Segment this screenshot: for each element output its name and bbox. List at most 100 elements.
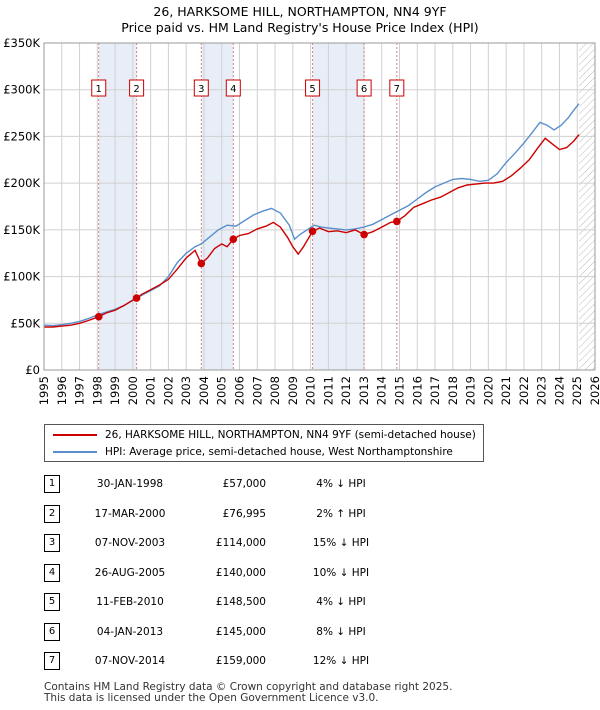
shaded-range-1 <box>98 43 137 370</box>
y-tick-label: £0 <box>25 363 40 377</box>
sale-number-label: 5 <box>309 84 315 95</box>
transaction-row: 1 30-JAN-1998 £57,000 4% ↓ HPI <box>0 473 600 497</box>
legend-label-property: 26, HARKSOME HILL, NORTHAMPTON, NN4 9YF … <box>105 429 476 441</box>
plot-frame <box>43 42 596 371</box>
transaction-date: 17-MAR-2000 <box>94 507 166 520</box>
x-tick-label: 2008 <box>268 376 282 405</box>
transaction-number: 4 <box>44 563 60 582</box>
x-tick-label: 2007 <box>250 376 264 405</box>
legend-label-hpi: HPI: Average price, semi-detached house,… <box>105 446 453 458</box>
forecast-hatch <box>579 43 595 370</box>
sale-number-label: 3 <box>198 84 204 95</box>
transaction-number: 5 <box>44 593 60 611</box>
transaction-date: 04-JAN-2013 <box>96 625 164 638</box>
x-tick-label: 1997 <box>73 376 87 405</box>
x-tick-label: 2011 <box>321 376 335 405</box>
transaction-date: 26-AUG-2005 <box>94 566 166 579</box>
x-tick-label: 1995 <box>37 376 51 405</box>
transaction-price: £159,000 <box>215 655 266 667</box>
sale-point-5 <box>308 227 317 236</box>
x-tick-label: 2010 <box>304 376 318 405</box>
transaction-hpi-diff: 8% ↓ HPI <box>316 625 366 638</box>
x-tick-label: 1999 <box>108 376 122 405</box>
y-tick-label: £150K <box>3 223 40 237</box>
sale-number-box-6 <box>356 79 372 97</box>
x-tick-label: 1998 <box>90 376 104 405</box>
legend-item-property: 26, HARKSOME HILL, NORTHAMPTON, NN4 9YF … <box>53 427 476 443</box>
x-tick-label: 2013 <box>357 376 371 405</box>
footer: Contains HM Land Registry data © Crown c… <box>44 682 452 704</box>
x-tick-label: 2001 <box>144 376 158 405</box>
x-tick-label: 2025 <box>570 376 584 405</box>
x-tick-label: 2012 <box>339 376 353 405</box>
transaction-hpi-diff: 4% ↓ HPI <box>316 478 366 490</box>
transaction-price: £148,500 <box>215 596 266 608</box>
sale-point-6 <box>360 230 368 239</box>
x-tick-label: 2000 <box>126 376 140 405</box>
x-tick-label: 2019 <box>464 376 478 405</box>
x-tick-label: 2009 <box>286 376 300 405</box>
x-tick-label: 2003 <box>179 376 193 405</box>
x-tick-label: 1996 <box>55 376 69 405</box>
footer-copyright: Contains HM Land Registry data © Crown c… <box>44 681 453 693</box>
sale-number-label: 7 <box>394 84 400 95</box>
x-tick-label: 2004 <box>197 376 211 405</box>
transaction-hpi-diff: 2% ↑ HPI <box>316 507 366 520</box>
transaction-row: 3 07-NOV-2003 £114,000 15% ↓ HPI <box>0 532 600 556</box>
transaction-number: 1 <box>44 475 60 493</box>
x-tick-label: 2020 <box>481 376 495 405</box>
chart-title-address: 26, HARKSOME HILL, NORTHAMPTON, NN4 9YF <box>153 4 447 19</box>
legend-swatch-hpi <box>53 451 97 453</box>
footer-licence: This data is licensed under the Open Gov… <box>44 692 379 704</box>
x-tick-label: 2014 <box>375 376 389 405</box>
y-tick-label: £350K <box>3 36 40 50</box>
x-tick-label: 2022 <box>517 376 531 405</box>
transaction-row: 2 17-MAR-2000 £76,995 2% ↑ HPI <box>0 503 600 527</box>
y-tick-label: £50K <box>11 316 41 330</box>
legend: 26, HARKSOME HILL, NORTHAMPTON, NN4 9YF … <box>44 424 484 462</box>
sale-number-box-2 <box>129 79 145 97</box>
sale-point-2 <box>132 294 141 302</box>
transaction-price: £140,000 <box>215 566 266 579</box>
transaction-hpi-diff: 12% ↓ HPI <box>312 655 370 667</box>
sale-point-1 <box>94 312 103 321</box>
sale-number-label: 1 <box>96 84 102 95</box>
transaction-row: 6 04-JAN-2013 £145,000 8% ↓ HPI <box>0 621 600 645</box>
y-tick-label: £200K <box>3 176 40 190</box>
transaction-price: £114,000 <box>215 537 266 549</box>
transaction-row: 5 11-FEB-2010 £148,500 4% ↓ HPI <box>0 591 600 615</box>
x-tick-label: 2024 <box>552 376 566 405</box>
sale-point-7 <box>393 217 401 226</box>
transaction-hpi-diff: 15% ↓ HPI <box>312 537 370 549</box>
x-tick-label: 2016 <box>410 376 424 405</box>
transaction-price: £76,995 <box>222 507 266 520</box>
property-series-line <box>44 134 580 328</box>
sale-number-box-4 <box>225 79 241 97</box>
x-tick-label: 2006 <box>233 376 247 405</box>
transaction-hpi-diff: 4% ↓ HPI <box>316 596 366 608</box>
legend-item-hpi: HPI: Average price, semi-detached house,… <box>53 444 453 460</box>
legend-swatch-property <box>53 434 97 436</box>
x-tick-label: 2021 <box>499 376 513 405</box>
x-tick-label: 2018 <box>446 376 460 405</box>
sale-point-3 <box>197 259 206 268</box>
y-tick-label: £100K <box>3 270 40 284</box>
transaction-price: £57,000 <box>222 478 266 490</box>
x-tick-label: 2017 <box>428 376 442 405</box>
sale-number-box-3 <box>193 79 209 97</box>
sale-number-label: 6 <box>361 84 367 95</box>
transaction-row: 4 26-AUG-2005 £140,000 10% ↓ HPI <box>0 562 600 586</box>
x-tick-label: 2023 <box>535 376 549 405</box>
chart-subtitle: Price paid vs. HM Land Registry's House … <box>121 20 479 35</box>
transaction-date: 07-NOV-2003 <box>94 537 166 549</box>
x-tick-label: 2002 <box>161 376 175 405</box>
transaction-hpi-diff: 10% ↓ HPI <box>312 566 370 579</box>
sale-number-box-7 <box>389 79 405 97</box>
transaction-number: 3 <box>44 534 60 552</box>
transaction-number: 2 <box>44 504 60 523</box>
x-tick-label: 2005 <box>215 376 229 405</box>
transaction-number: 7 <box>44 652 60 670</box>
x-tick-label: 2015 <box>392 376 406 405</box>
sale-number-label: 4 <box>230 84 236 95</box>
y-tick-label: £250K <box>3 129 40 143</box>
